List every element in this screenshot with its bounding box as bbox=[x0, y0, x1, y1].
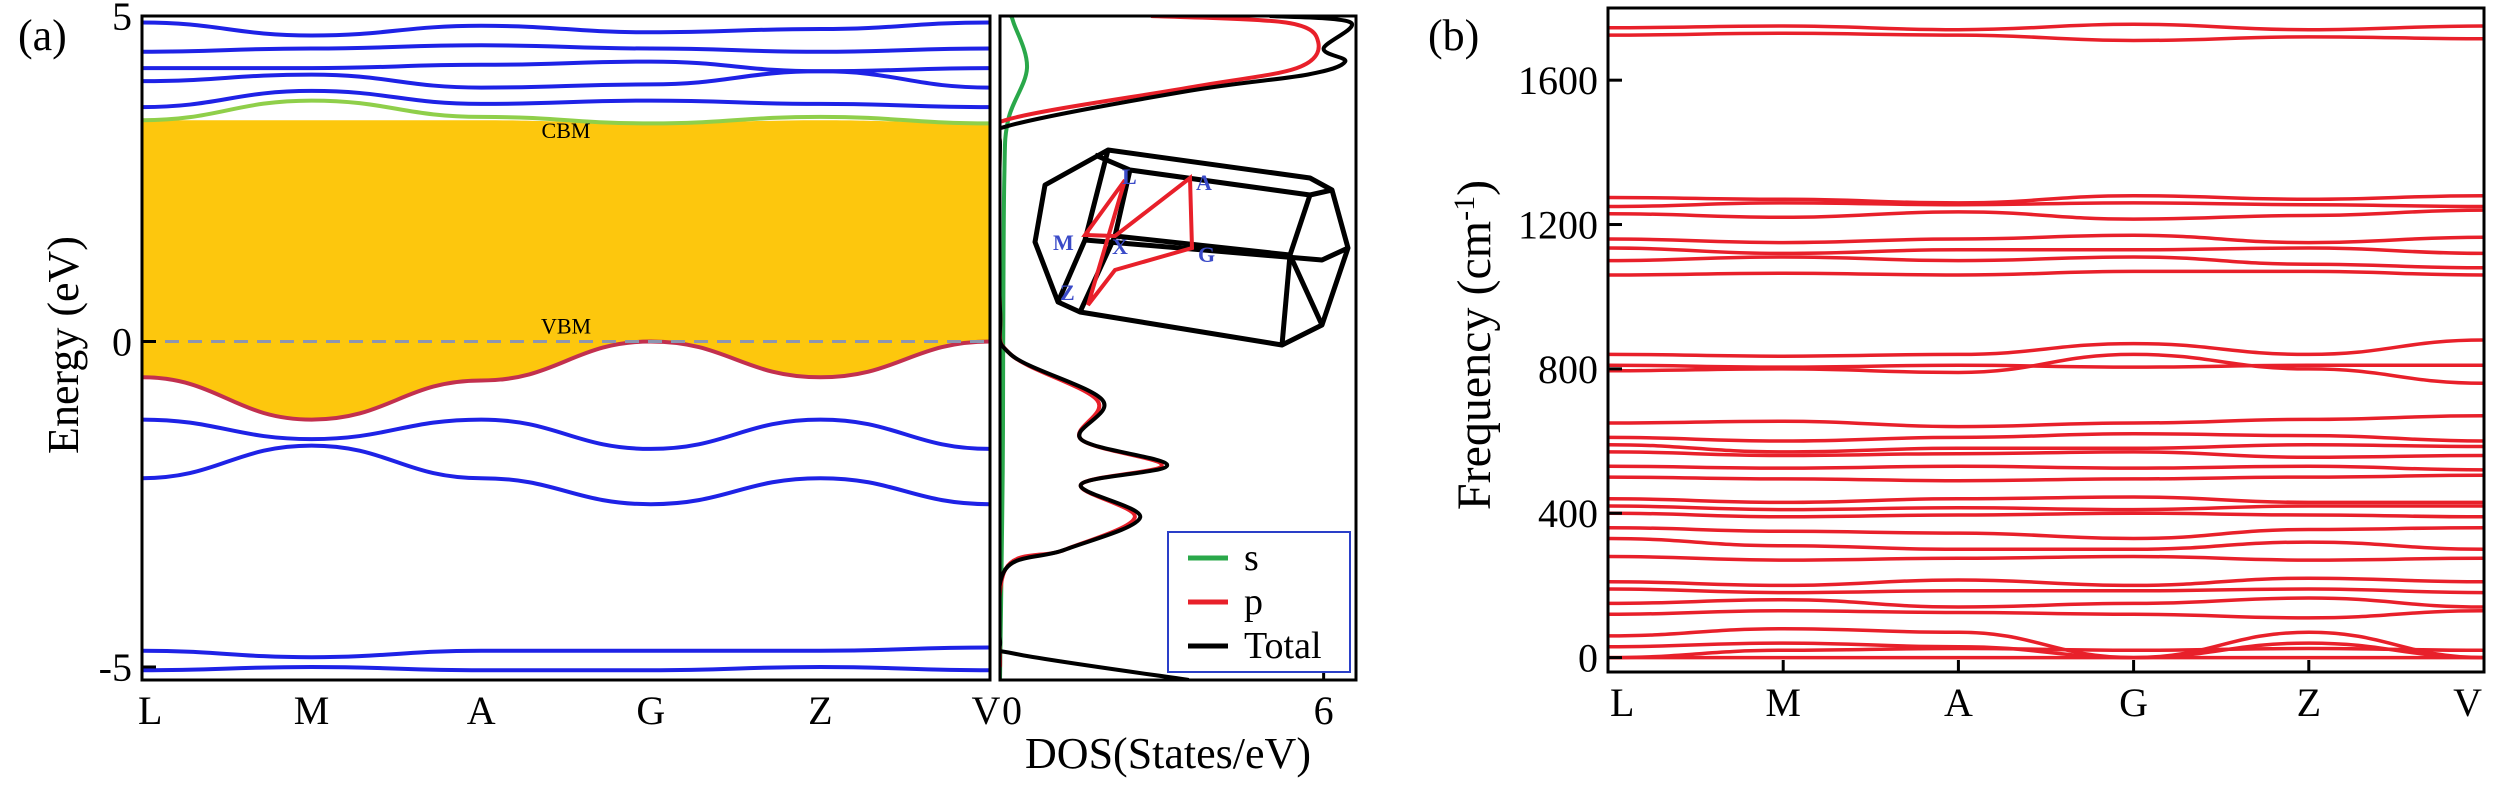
band-axes-frame bbox=[140, 14, 992, 682]
phonon-branch bbox=[1608, 432, 2484, 443]
bz-label-l: L bbox=[1122, 164, 1137, 189]
phonon-ytick-label: 400 bbox=[1538, 491, 1598, 536]
band-ytick-label: -5 bbox=[99, 645, 132, 690]
band-ytick-label: 5 bbox=[112, 0, 132, 39]
band-line-band-v2 bbox=[142, 443, 990, 507]
phonon-branch bbox=[1608, 22, 2484, 32]
phonon-branch bbox=[1608, 31, 2484, 43]
legend-label-total: Total bbox=[1244, 625, 1322, 667]
bz-kpath bbox=[1081, 174, 1195, 307]
dos-axes-frame bbox=[998, 14, 1358, 682]
phonon-ytick-label: 800 bbox=[1538, 347, 1598, 392]
phonon-kpoint-g: G bbox=[2119, 680, 2148, 725]
phonon-branch bbox=[1608, 495, 2484, 505]
band-line-cbm-band bbox=[142, 98, 990, 126]
band-ytick-label: 0 bbox=[112, 319, 132, 364]
band-kpoint-z: Z bbox=[808, 688, 832, 733]
phonon-branch bbox=[1608, 352, 2484, 386]
phonon-branch bbox=[1608, 525, 2484, 541]
band-ylabel: Energy (eV) bbox=[39, 236, 88, 454]
bz-outline bbox=[1032, 147, 1351, 348]
phonon-branch bbox=[1608, 596, 2484, 609]
band-line-vbm-band bbox=[142, 339, 990, 422]
phonon-branch bbox=[1608, 193, 2484, 205]
phonon-branch bbox=[1608, 504, 2484, 512]
phonon-branch bbox=[1608, 233, 2484, 245]
phonon-branch bbox=[1608, 338, 2484, 358]
band-line-band-v1 bbox=[142, 417, 990, 451]
phonon-branch bbox=[1608, 201, 2484, 209]
bz-label-m: M bbox=[1053, 230, 1074, 255]
phonon-branch bbox=[1608, 554, 2484, 562]
dos-curve-s bbox=[1000, 16, 1030, 680]
panel-label-a: (a) bbox=[18, 11, 67, 60]
phonon-ytick-label: 1600 bbox=[1518, 58, 1598, 103]
band-structure-panel: CBM VBM 5 0 -5L M A G Z V bbox=[99, 0, 1001, 733]
dos-curve-total bbox=[1000, 16, 1355, 680]
phonon-kpoint-m: M bbox=[1765, 680, 1801, 725]
band-kpoint-a: A bbox=[467, 688, 496, 733]
phonon-branch bbox=[1608, 608, 2484, 620]
phonon-kpoint-z: Z bbox=[2297, 680, 2321, 725]
phonon-branch bbox=[1608, 511, 2484, 519]
band-line-band-c2 bbox=[142, 69, 990, 90]
phonon-axes-frame bbox=[1606, 6, 2486, 674]
dos-xtick-label: 6 bbox=[1314, 688, 1334, 733]
phonon-ytick-label: 0 bbox=[1578, 636, 1598, 681]
phonon-branch bbox=[1608, 414, 2484, 429]
bz-label-g: G bbox=[1198, 242, 1215, 267]
phonon-branch bbox=[1608, 269, 2484, 277]
band-line-band-v4 bbox=[142, 664, 990, 673]
panel-label-b: (b) bbox=[1428, 11, 1479, 60]
band-line-band-c1 bbox=[142, 88, 990, 110]
dos-xlabel: DOS(States/eV) bbox=[1025, 729, 1311, 778]
phonon-ytick-label: 1200 bbox=[1518, 203, 1598, 248]
band-kpoint-v: V bbox=[972, 688, 1001, 733]
dos-xtick-label: 0 bbox=[1002, 688, 1022, 733]
phonon-kpoint-l: L bbox=[1610, 680, 1634, 725]
band-line-band-c3 bbox=[142, 59, 990, 74]
band-gap-fill bbox=[142, 120, 990, 420]
phonon-branch bbox=[1608, 246, 2484, 256]
band-kpoint-l: L bbox=[138, 688, 162, 733]
phonon-branch bbox=[1608, 626, 2484, 660]
phonon-branch bbox=[1608, 646, 2484, 660]
phonon-branch bbox=[1608, 450, 2484, 460]
phonon-panel: 1600 1200 800 400 0L M A G Z V bbox=[1518, 6, 2486, 725]
bz-label-z: Z bbox=[1060, 280, 1075, 305]
phonon-branch bbox=[1608, 641, 2484, 660]
brillouin-zone-inset: L A M X G Z bbox=[1032, 147, 1351, 348]
phonon-branch bbox=[1608, 208, 2484, 221]
phonon-branch bbox=[1608, 363, 2484, 369]
band-line-band-c4 bbox=[142, 43, 990, 54]
phonon-branch bbox=[1608, 464, 2484, 472]
band-kpoint-g: G bbox=[636, 688, 665, 733]
bz-label-a: A bbox=[1196, 170, 1212, 195]
band-line-band-c5 bbox=[142, 20, 990, 38]
band-kpoint-m: M bbox=[294, 688, 330, 733]
phonon-branch bbox=[1608, 255, 2484, 270]
bz-label-x: X bbox=[1112, 234, 1128, 259]
legend-label-s: s bbox=[1244, 537, 1259, 579]
phonon-branch bbox=[1608, 442, 2484, 454]
annotation-vbm: VBM bbox=[541, 313, 591, 338]
phonon-branch bbox=[1608, 536, 2484, 552]
annotation-cbm: CBM bbox=[542, 118, 591, 143]
phonon-branch bbox=[1608, 473, 2484, 483]
phonon-branch bbox=[1608, 587, 2484, 595]
phonon-branch bbox=[1608, 576, 2484, 588]
band-line-band-v3 bbox=[142, 645, 990, 660]
phonon-ylabel: Frequency (cm-1) bbox=[1448, 180, 1501, 510]
phonon-kpoint-v: V bbox=[2453, 680, 2482, 725]
legend-label-p: p bbox=[1244, 581, 1263, 623]
phonon-kpoint-a: A bbox=[1944, 680, 1973, 725]
